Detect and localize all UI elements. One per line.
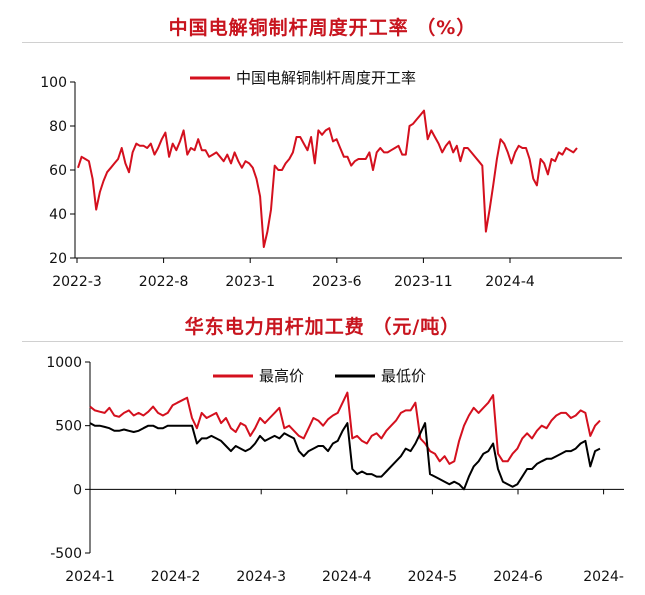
chart1-title: 中国电解铜制杆周度开工率 （%） — [168, 17, 477, 39]
x-tick-label: 2024-6 — [493, 569, 543, 585]
x-tick-label: 2024-1 — [65, 569, 115, 585]
y-tick-label: 100 — [40, 75, 67, 91]
y-tick-label: -500 — [50, 546, 82, 562]
legend-label-1: 最高价 — [259, 367, 304, 385]
series-line-2 — [89, 422, 601, 491]
y-tick-label: 1000 — [46, 355, 82, 371]
x-tick-label: 2024-5 — [408, 569, 458, 585]
y-tick-label: 80 — [49, 119, 67, 135]
chart1-title-rule — [22, 42, 623, 43]
x-tick-label: 2023-11 — [394, 274, 453, 290]
y-tick-label: 60 — [49, 163, 67, 179]
x-tick-label: 2024- — [583, 569, 624, 585]
x-tick-label: 2022-3 — [52, 274, 102, 290]
x-tick-label: 2024-2 — [151, 569, 201, 585]
x-tick-label: 2023-1 — [225, 274, 275, 290]
y-tick-label: 0 — [73, 482, 82, 498]
y-tick-label: 500 — [55, 419, 82, 435]
x-tick-label: 2023-6 — [312, 274, 362, 290]
y-tick-label: 40 — [49, 207, 67, 223]
chart2-title-rule — [22, 341, 623, 342]
y-tick-label: 20 — [49, 251, 67, 267]
legend-label-2: 最低价 — [381, 367, 426, 385]
legend-label-1: 中国电解铜制杆周度开工率 — [236, 69, 416, 87]
chart1-operating-rate: 100 80 60 40 20 2022-3 2022-8 2023-1 2023-6 2023-… — [40, 69, 622, 290]
x-tick-label: 2024-4 — [485, 274, 535, 290]
series-line-1 — [89, 391, 601, 465]
series-line-1 — [77, 109, 578, 248]
x-tick-label: 2024-3 — [236, 569, 286, 585]
x-tick-label: 2022-8 — [139, 274, 189, 290]
x-tick-label: 2024-4 — [322, 569, 372, 585]
chart2-title: 华东电力用杆加工费 （元/吨） — [184, 316, 461, 338]
